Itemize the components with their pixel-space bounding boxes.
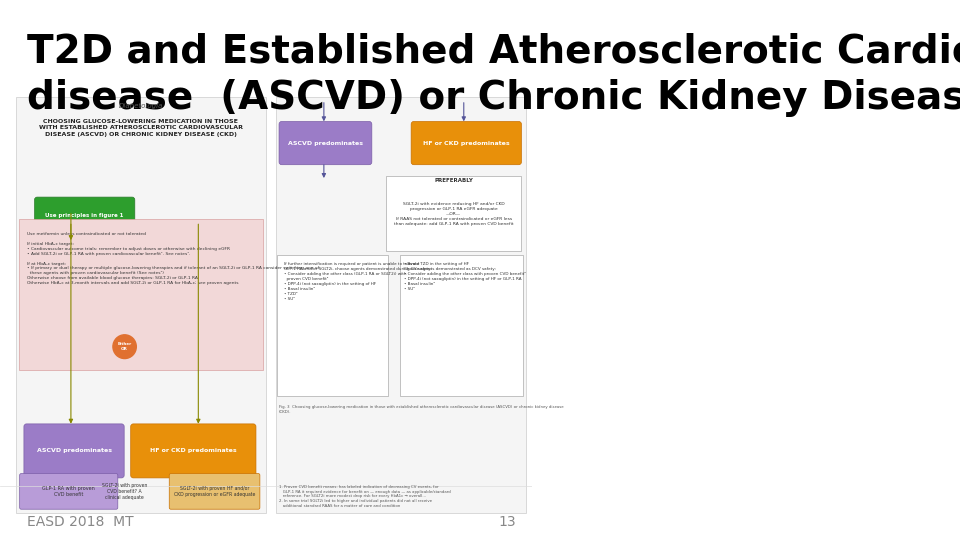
Text: Diabetologia: Diabetologia [119, 103, 163, 109]
Text: If further intensification is required or patient is unable to tolerate
GLP-1 RA: If further intensification is required o… [284, 262, 432, 301]
Text: If HbA₁c above target: If HbA₁c above target [433, 297, 500, 302]
Text: GLP-1 RA with proven
CVD benefit: GLP-1 RA with proven CVD benefit [42, 486, 95, 497]
FancyBboxPatch shape [169, 474, 260, 509]
Text: Use principles in figure 1: Use principles in figure 1 [45, 213, 124, 219]
FancyBboxPatch shape [412, 285, 520, 315]
FancyBboxPatch shape [279, 122, 372, 165]
FancyBboxPatch shape [411, 122, 521, 165]
Text: Either
OR: Either OR [117, 342, 132, 351]
FancyBboxPatch shape [16, 97, 266, 513]
Text: HF or CKD predominates: HF or CKD predominates [423, 140, 510, 146]
Text: HF or CKD predominates: HF or CKD predominates [150, 448, 236, 454]
FancyBboxPatch shape [277, 255, 388, 396]
FancyBboxPatch shape [19, 474, 118, 509]
Text: • Avoid TZD in the setting of HF
Choose agents demonstrated as DCV safety:
• Con: • Avoid TZD in the setting of HF Choose … [404, 262, 526, 291]
Text: If HbA₁c above target: If HbA₁c above target [296, 297, 363, 302]
Text: T2D and Established Atherosclerotic Cardiovascular
disease  (ASCVD) or Chronic K: T2D and Established Atherosclerotic Card… [27, 32, 960, 117]
FancyBboxPatch shape [280, 285, 378, 315]
Text: 1. Proven CVD benefit means: has labeled indication of decreasing CV events, for: 1. Proven CVD benefit means: has labeled… [279, 485, 451, 508]
Text: SGLT-2i with evidence reducing HF and/or CKD
progression or GLP-1 RA eGFR adequa: SGLT-2i with evidence reducing HF and/or… [394, 202, 514, 226]
Circle shape [113, 335, 136, 359]
Text: PREFERABLY: PREFERABLY [434, 178, 473, 184]
Text: ASCVD predominates: ASCVD predominates [288, 140, 363, 146]
Text: CHOOSING GLUCOSE-LOWERING MEDICATION IN THOSE
WITH ESTABLISHED ATHEROSCLEROTIC C: CHOOSING GLUCOSE-LOWERING MEDICATION IN … [38, 119, 243, 137]
Text: Fig. 3  Choosing glucose-lowering medication in those with established atheroscl: Fig. 3 Choosing glucose-lowering medicat… [279, 405, 564, 414]
FancyBboxPatch shape [276, 97, 526, 513]
Text: SGLT-2i with proven
CVD benefit? A
clinical adequate: SGLT-2i with proven CVD benefit? A clini… [102, 483, 147, 500]
Text: EASD 2018  MT: EASD 2018 MT [27, 515, 133, 529]
FancyBboxPatch shape [399, 255, 523, 396]
FancyBboxPatch shape [386, 176, 521, 251]
FancyBboxPatch shape [18, 219, 263, 370]
FancyBboxPatch shape [24, 424, 124, 478]
Text: Use metformin unless contraindicated or not tolerated

If initial HbA₁c target:
: Use metformin unless contraindicated or … [27, 232, 319, 285]
FancyBboxPatch shape [35, 197, 134, 235]
Text: ASCVD predominates: ASCVD predominates [36, 448, 111, 454]
Text: SGLT-2i with proven HF and/or
CKD progression or eGFR adequate: SGLT-2i with proven HF and/or CKD progre… [174, 486, 255, 497]
Text: 13: 13 [498, 515, 516, 529]
FancyBboxPatch shape [131, 424, 256, 478]
